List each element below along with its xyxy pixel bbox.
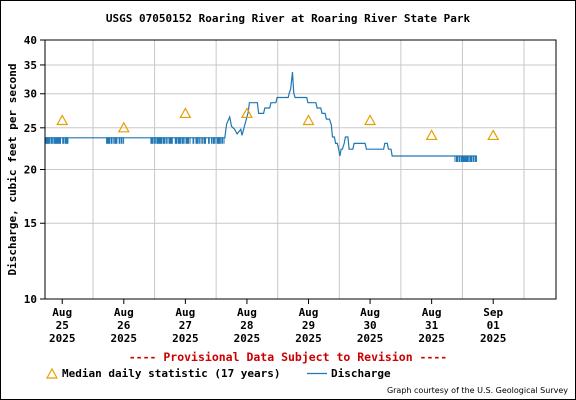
x-tick-label: Aug (299, 306, 319, 319)
x-tick-label: 27 (179, 319, 192, 332)
x-tick-label: 2025 (49, 332, 76, 345)
x-tick-label: 2025 (295, 332, 322, 345)
x-tick-label: 2025 (111, 332, 138, 345)
y-tick-label: 15 (24, 217, 37, 230)
x-tick-label: 31 (425, 319, 439, 332)
x-tick-label: 2025 (418, 332, 445, 345)
legend-median-label: Median daily statistic (17 years) (62, 367, 281, 380)
line-swatch-icon (307, 372, 327, 375)
x-tick-label: 2025 (234, 332, 261, 345)
median-triangle (425, 129, 438, 141)
discharge-chart: 10152025303540Aug252025Aug262025Aug27202… (6, 34, 557, 345)
x-tick-label: Aug (422, 306, 442, 319)
x-tick-label: Sep (483, 306, 503, 319)
x-tick-label: 28 (240, 319, 253, 332)
y-axis-label: Discharge, cubic feet per second (6, 64, 19, 276)
x-tick-label: Aug (52, 306, 72, 319)
x-tick-label: 26 (117, 319, 131, 332)
median-triangle (364, 114, 377, 126)
median-triangle (240, 107, 253, 119)
y-tick-label: 10 (24, 293, 37, 306)
y-tick-label: 40 (24, 34, 37, 47)
credit-text: Graph courtesy of the U.S. Geological Su… (386, 386, 568, 395)
median-triangle (302, 114, 315, 126)
y-tick-label: 25 (24, 122, 37, 135)
x-tick-label: 2025 (480, 332, 507, 345)
median-triangle (117, 121, 130, 133)
x-tick-label: Aug (175, 306, 195, 319)
x-tick-label: 01 (487, 319, 501, 332)
x-tick-label: 25 (56, 319, 69, 332)
x-tick-label: Aug (114, 306, 134, 319)
x-tick-label: 29 (302, 319, 315, 332)
median-triangle (487, 129, 500, 141)
x-tick-label: 2025 (172, 332, 199, 345)
chart-title: USGS 07050152 Roaring River at Roaring R… (105, 12, 471, 25)
median-triangle (179, 107, 192, 119)
provisional-notice: ---- Provisional Data Subject to Revisio… (128, 350, 448, 364)
x-tick-label: 30 (363, 319, 376, 332)
legend-median: Median daily statistic (17 years) (45, 367, 281, 380)
discharge-line (45, 71, 477, 157)
triangle-marker-icon (45, 367, 59, 379)
x-tick-label: Aug (237, 306, 257, 319)
median-triangle (56, 114, 69, 126)
legend-discharge: Discharge (307, 367, 391, 380)
y-tick-label: 30 (24, 88, 37, 101)
y-tick-label: 20 (24, 164, 37, 177)
x-tick-label: Aug (360, 306, 380, 319)
plot-border (44, 39, 557, 300)
x-tick-label: 2025 (357, 332, 384, 345)
y-tick-label: 35 (24, 59, 37, 72)
legend-discharge-label: Discharge (331, 367, 391, 380)
